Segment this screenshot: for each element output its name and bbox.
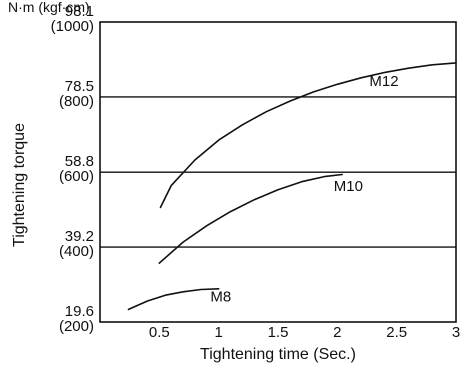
- y-tick-sublabel: (800): [59, 93, 94, 110]
- series-label-m12: M12: [369, 73, 398, 90]
- y-tick-sublabel: (1000): [51, 18, 94, 35]
- series-label-m8: M8: [210, 289, 231, 306]
- series-layer: [127, 62, 457, 311]
- x-tick-labels: 0.5 1 1.5 2 2.5 3: [149, 324, 460, 341]
- x-tick-label: 2: [333, 324, 341, 341]
- y-axis-title: Tightening torque: [11, 123, 28, 247]
- x-tick-label: 2.5: [386, 324, 407, 341]
- y-tick-sublabel: (400): [59, 243, 94, 260]
- x-tick-label: 1.5: [268, 324, 289, 341]
- x-tick-label: 0.5: [149, 324, 170, 341]
- y-tick-label: 58.8: [65, 153, 94, 170]
- y-tick-label: 19.6: [65, 303, 94, 320]
- y-tick-sublabel: (600): [59, 168, 94, 185]
- y-tick-sublabel: (200): [59, 318, 94, 335]
- series-line-m10: [158, 173, 343, 264]
- y-unit-label: N·m (kgf·cm): [8, 0, 90, 15]
- series-labels: M8 M10 M12: [210, 73, 398, 306]
- y-tick-label: 78.5: [65, 78, 94, 95]
- series-label-m10: M10: [334, 178, 363, 195]
- x-axis-title: Tightening time (Sec.): [200, 346, 356, 363]
- y-tick-label: 39.2: [65, 228, 94, 245]
- y-tick-label: 98.1: [65, 3, 94, 20]
- gridlines: [100, 96, 456, 248]
- x-tick-label: 1: [215, 324, 223, 341]
- series-line-m12: [159, 62, 457, 209]
- series-line-m8: [127, 288, 220, 311]
- x-tick-label: 3: [452, 324, 460, 341]
- y-tick-labels: 19.6(200) 39.2(400) 58.8(600) 78.5(800) 98.1…: [51, 3, 94, 335]
